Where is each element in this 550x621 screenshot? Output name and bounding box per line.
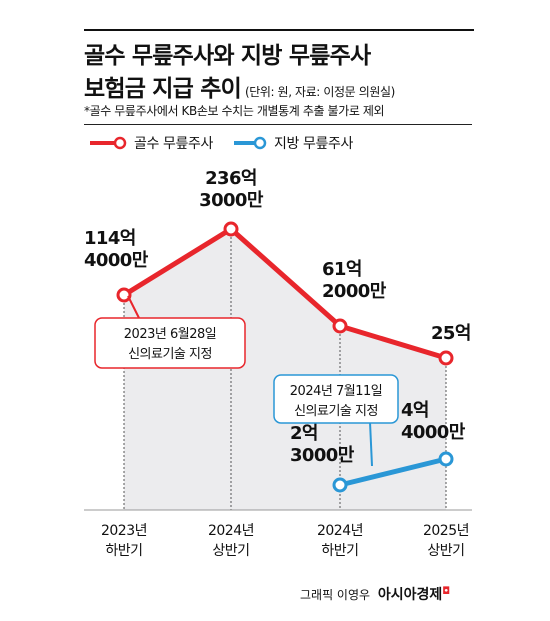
annotation-pointer-1 <box>369 421 373 467</box>
annotation-box-1 <box>273 374 399 424</box>
x-tick-label-0: 하반기 <box>105 543 142 559</box>
annotation-text-0: 2023년 6월28일 <box>124 327 216 342</box>
chart-title-line-1: 골수 무릎주사와 지방 무릎주사 <box>84 43 371 69</box>
annotation-pointer-0 <box>127 295 141 321</box>
data-label-1-2: 2억 <box>290 423 318 444</box>
area-fill <box>124 229 446 510</box>
chart-title-line-2: 보험금 지급 추이 (단위: 원, 자료: 이정문 의원실) <box>84 69 395 103</box>
data-label-0-0: 4000만 <box>84 250 149 271</box>
x-tick-label-2: 하반기 <box>321 543 358 559</box>
x-tick-label-0: 2023년 <box>101 523 147 539</box>
data-point-0-3 <box>438 350 454 366</box>
data-label-0-1: 236억 <box>205 168 257 189</box>
annotation-text-0: 신의료기술 지정 <box>128 347 212 362</box>
series-line-1 <box>339 456 447 488</box>
data-point-0-1 <box>223 221 239 237</box>
header-divider <box>84 124 472 125</box>
title-top-rule <box>84 29 474 31</box>
legend-marker-fat <box>234 136 267 150</box>
data-label-1-3: 4000만 <box>401 422 466 443</box>
data-label-0-2: 61억 <box>322 259 362 280</box>
annotation-text-1: 2024년 7월11일 <box>290 384 382 399</box>
data-point-1-2 <box>332 477 348 493</box>
legend-item-fat: 지방 무릎주사 <box>232 133 353 153</box>
x-tick-label-1: 상반기 <box>212 543 249 559</box>
data-label-0-2: 2000만 <box>322 281 387 302</box>
legend-label-marrow: 골수 무릎주사 <box>134 136 213 152</box>
data-point-0-0 <box>116 287 132 303</box>
legend-label-fat: 지방 무릎주사 <box>274 136 353 152</box>
data-label-0-0: 114억 <box>84 228 136 249</box>
x-tick-label-3: 2025년 <box>423 523 469 539</box>
legend-marker-marrow <box>90 136 127 150</box>
legend-item-marrow: 골수 무릎주사 <box>88 133 213 153</box>
annotation-box-0 <box>94 317 246 369</box>
data-point-0-2 <box>332 318 348 334</box>
annotation-text-1: 신의료기술 지정 <box>294 404 378 419</box>
x-tick-label-1: 2024년 <box>208 523 254 539</box>
brand-mark-icon: ◘ <box>442 586 451 597</box>
publisher-brand: 아시아경제 <box>377 587 443 603</box>
credit-footer: 그래픽 이영우 아시아경제◘ <box>300 584 450 604</box>
x-tick-label-2: 2024년 <box>317 523 363 539</box>
data-label-0-1: 3000만 <box>199 190 264 211</box>
series-line-0 <box>122 226 447 361</box>
graphic-credit: 그래픽 이영우 <box>300 588 371 602</box>
unit-source-note: (단위: 원, 자료: 이정문 의원실) <box>244 85 395 99</box>
chart-title-text: 보험금 지급 추이 <box>84 76 242 102</box>
data-label-1-2: 3000만 <box>290 445 355 466</box>
x-tick-label-3: 상반기 <box>427 543 464 559</box>
data-label-0-3: 25억 <box>431 323 471 344</box>
footnote: *골수 무릎주사에서 KB손보 수치는 개별통계 추출 불가로 제외 <box>84 104 385 118</box>
data-label-1-3: 4억 <box>401 400 429 421</box>
data-point-1-3 <box>438 451 454 467</box>
